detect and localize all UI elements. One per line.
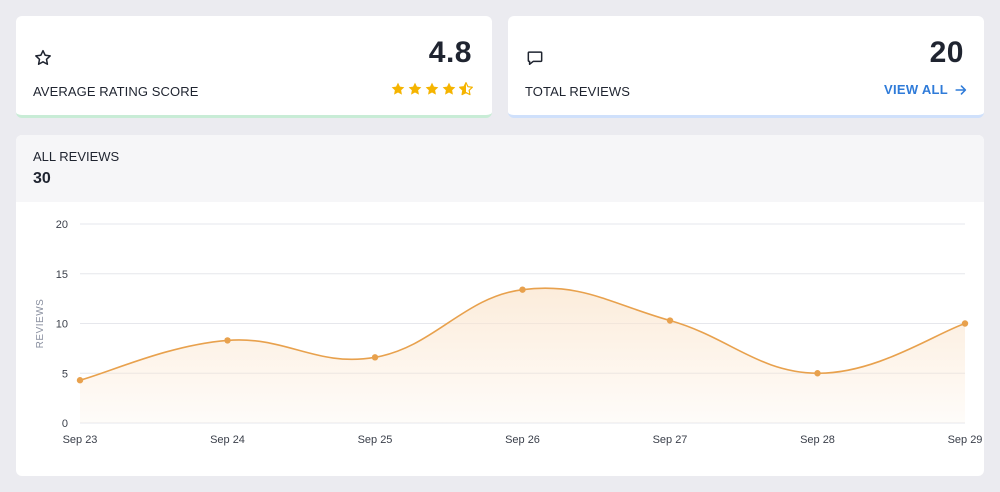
total-reviews-value: 20 (929, 36, 964, 69)
data-point (76, 377, 84, 384)
star-rating (390, 81, 474, 97)
star-filled-icon (391, 82, 405, 95)
average-rating-card: AVERAGE RATING SCORE 4.8 (16, 16, 492, 118)
chart-title: ALL REVIEWS (33, 149, 120, 164)
view-all-label: VIEW ALL (883, 82, 948, 97)
data-point (224, 337, 231, 344)
series-area (80, 288, 965, 423)
y-tick-label: 10 (56, 319, 68, 331)
y-axis-title: REVIEWS (35, 299, 46, 349)
chat-bubble-icon (527, 51, 543, 65)
total-reviews-label: TOTAL REVIEWS (525, 84, 631, 99)
x-tick-label: Sep 27 (653, 434, 688, 446)
data-point (519, 286, 526, 293)
data-point (814, 370, 821, 377)
data-point (371, 354, 379, 361)
data-point (961, 320, 969, 327)
x-tick-label: Sep 23 (63, 434, 98, 446)
arrow-right-icon (955, 84, 967, 95)
star-filled-icon (408, 82, 422, 95)
total-reviews-card: TOTAL REVIEWS 20 VIEW ALL (508, 16, 984, 118)
chart-header: ALL REVIEWS 30 (16, 135, 984, 202)
y-tick-label: 20 (56, 219, 68, 231)
chart-total-value: 30 (33, 170, 51, 187)
y-tick-label: 0 (62, 418, 68, 430)
star-outline-icon (35, 49, 51, 65)
x-tick-label: Sep 29 (948, 434, 983, 446)
reviews-line-chart: 0 5 10 15 20 REVIEWS Sep 23 Sep 24 Sep 25 Sep 26 S… (35, 219, 983, 446)
average-rating-value: 4.8 (428, 36, 472, 69)
view-all-link[interactable]: VIEW ALL (884, 82, 968, 97)
average-rating-label: AVERAGE RATING SCORE (33, 84, 199, 99)
x-tick-label: Sep 26 (505, 434, 540, 446)
star-half-icon (459, 82, 473, 96)
x-tick-label: Sep 28 (800, 434, 835, 446)
x-tick-label: Sep 24 (210, 434, 245, 446)
star-filled-icon (442, 82, 456, 95)
y-tick-label: 15 (56, 269, 68, 281)
all-reviews-chart-card: ALL REVIEWS 30 0 5 10 15 20 REVIEWS Sep 23 Sep … (16, 135, 984, 476)
y-tick-label: 5 (62, 368, 68, 380)
data-point (666, 317, 674, 324)
x-tick-label: Sep 25 (358, 434, 393, 446)
star-filled-icon (425, 82, 439, 95)
